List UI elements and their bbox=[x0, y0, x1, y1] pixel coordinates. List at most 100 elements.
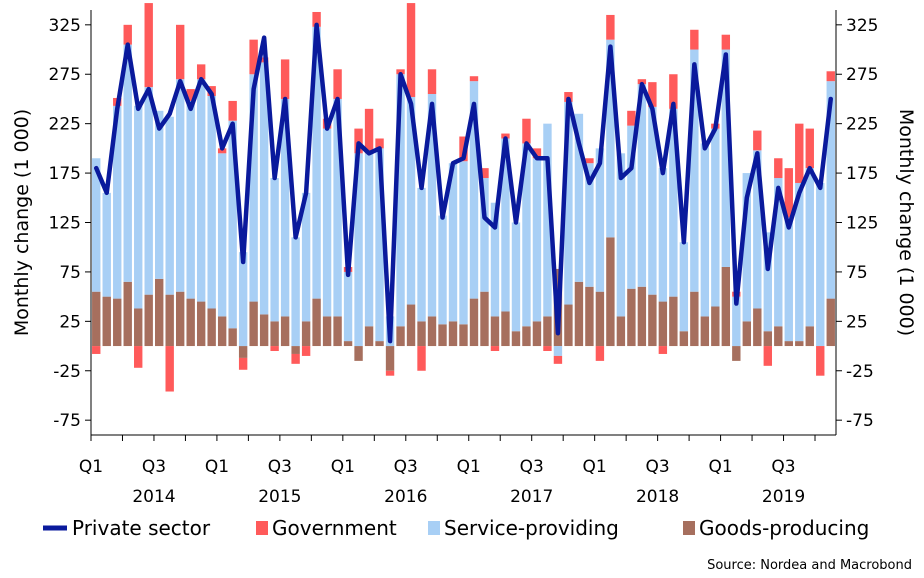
y-tick-label-left: 75 bbox=[59, 263, 81, 283]
bar-service-providing bbox=[490, 202, 500, 317]
bar-service-providing bbox=[406, 96, 416, 305]
bar-goods-producing bbox=[438, 324, 447, 347]
x-quarter-label: Q1 bbox=[708, 457, 732, 477]
bar-goods-producing bbox=[123, 281, 132, 347]
bar-government bbox=[480, 168, 489, 179]
bar-government bbox=[238, 357, 248, 370]
bar-goods-producing bbox=[217, 316, 227, 347]
x-quarter-label: Q3 bbox=[520, 457, 544, 477]
bar-goods-producing bbox=[396, 326, 405, 347]
bar-goods-producing bbox=[711, 306, 720, 347]
bar-goods-producing bbox=[259, 314, 269, 347]
y-tick-label-right: 275 bbox=[846, 65, 878, 85]
bar-government bbox=[228, 100, 237, 121]
bar-goods-producing bbox=[564, 304, 573, 347]
bar-government bbox=[795, 123, 804, 183]
bar-service-providing bbox=[616, 153, 626, 317]
bar-goods-producing bbox=[469, 298, 479, 347]
bar-government bbox=[333, 69, 342, 99]
bar-government bbox=[144, 3, 153, 88]
legend-swatch-government bbox=[256, 521, 268, 535]
bar-goods-producing bbox=[522, 326, 531, 347]
legend-label-service-providing: Service-providing bbox=[444, 516, 619, 540]
bar-government bbox=[501, 133, 510, 139]
bar-goods-producing bbox=[134, 308, 143, 347]
legend-label-goods-producing: Goods-producing bbox=[699, 516, 869, 540]
bar-goods-producing bbox=[207, 308, 216, 347]
bar-government bbox=[753, 130, 762, 151]
bar-government bbox=[490, 346, 500, 351]
bar-service-providing bbox=[669, 108, 678, 297]
bar-government bbox=[301, 346, 311, 356]
bar-service-providing bbox=[92, 158, 101, 292]
y-tick-label-left: 125 bbox=[49, 214, 81, 234]
bar-goods-producing bbox=[543, 316, 552, 347]
bar-goods-producing bbox=[354, 346, 363, 361]
bar-service-providing bbox=[721, 49, 731, 267]
bar-service-providing bbox=[354, 153, 363, 347]
bar-government bbox=[175, 24, 185, 80]
bar-government bbox=[417, 346, 426, 371]
bar-service-providing bbox=[155, 110, 164, 279]
x-quarter-label: Q3 bbox=[142, 457, 166, 477]
legend-swatch-service-providing bbox=[428, 521, 440, 535]
y-tick-label-right: 175 bbox=[846, 164, 878, 184]
bar-goods-producing bbox=[480, 291, 489, 347]
bar-government bbox=[816, 346, 825, 376]
bar-goods-producing bbox=[606, 237, 615, 347]
bar-service-providing bbox=[123, 44, 132, 282]
legend-swatch-goods-producing bbox=[683, 521, 695, 535]
x-quarter-label: Q1 bbox=[457, 457, 481, 477]
x-year-label: 2017 bbox=[510, 487, 553, 507]
bar-service-providing bbox=[585, 163, 594, 287]
y-tick-label-left: -25 bbox=[53, 362, 81, 382]
x-quarter-label: Q1 bbox=[331, 457, 355, 477]
bar-service-providing bbox=[543, 123, 552, 317]
bar-service-providing bbox=[606, 39, 615, 238]
bar-goods-producing bbox=[113, 298, 122, 347]
bar-government bbox=[690, 29, 699, 50]
bar-government bbox=[595, 346, 605, 361]
bar-government bbox=[123, 24, 132, 45]
bar-goods-producing bbox=[301, 321, 311, 347]
bar-service-providing bbox=[763, 232, 772, 332]
y-tick-label-left: 325 bbox=[49, 16, 81, 36]
bar-government bbox=[774, 158, 783, 179]
bar-goods-producing bbox=[648, 294, 657, 347]
bar-service-providing bbox=[322, 128, 332, 317]
y-tick-label-left: 225 bbox=[49, 115, 81, 135]
bar-government bbox=[92, 346, 101, 354]
bar-goods-producing bbox=[459, 324, 468, 347]
legend-label-government: Government bbox=[272, 516, 397, 540]
bar-service-providing bbox=[459, 161, 468, 325]
bar-government bbox=[532, 148, 542, 159]
bar-goods-producing bbox=[595, 291, 605, 347]
bar-government bbox=[637, 79, 647, 85]
bar-government bbox=[648, 82, 657, 107]
bar-goods-producing bbox=[406, 304, 416, 347]
bar-service-providing bbox=[196, 79, 206, 302]
bar-goods-producing bbox=[532, 321, 542, 347]
bar-goods-producing bbox=[721, 266, 731, 347]
bar-service-providing bbox=[259, 62, 269, 315]
bar-service-providing bbox=[826, 81, 835, 299]
bar-government bbox=[406, 3, 416, 97]
x-year-label: 2015 bbox=[258, 487, 301, 507]
bar-goods-producing bbox=[417, 321, 426, 347]
bar-government bbox=[763, 346, 772, 366]
bar-service-providing bbox=[165, 116, 174, 295]
bar-goods-producing bbox=[291, 346, 300, 354]
bar-service-providing bbox=[144, 87, 153, 295]
x-year-label: 2016 bbox=[384, 487, 427, 507]
bar-service-providing bbox=[102, 192, 111, 297]
bar-service-providing bbox=[501, 138, 510, 312]
x-year-label: 2018 bbox=[636, 487, 679, 507]
bar-government bbox=[585, 158, 594, 164]
bar-service-providing bbox=[679, 242, 689, 332]
y-tick-label-right: 325 bbox=[846, 16, 878, 36]
bar-goods-producing bbox=[186, 298, 195, 347]
bar-goods-producing bbox=[333, 316, 342, 347]
bar-goods-producing bbox=[238, 346, 248, 358]
bar-service-providing bbox=[312, 26, 321, 299]
